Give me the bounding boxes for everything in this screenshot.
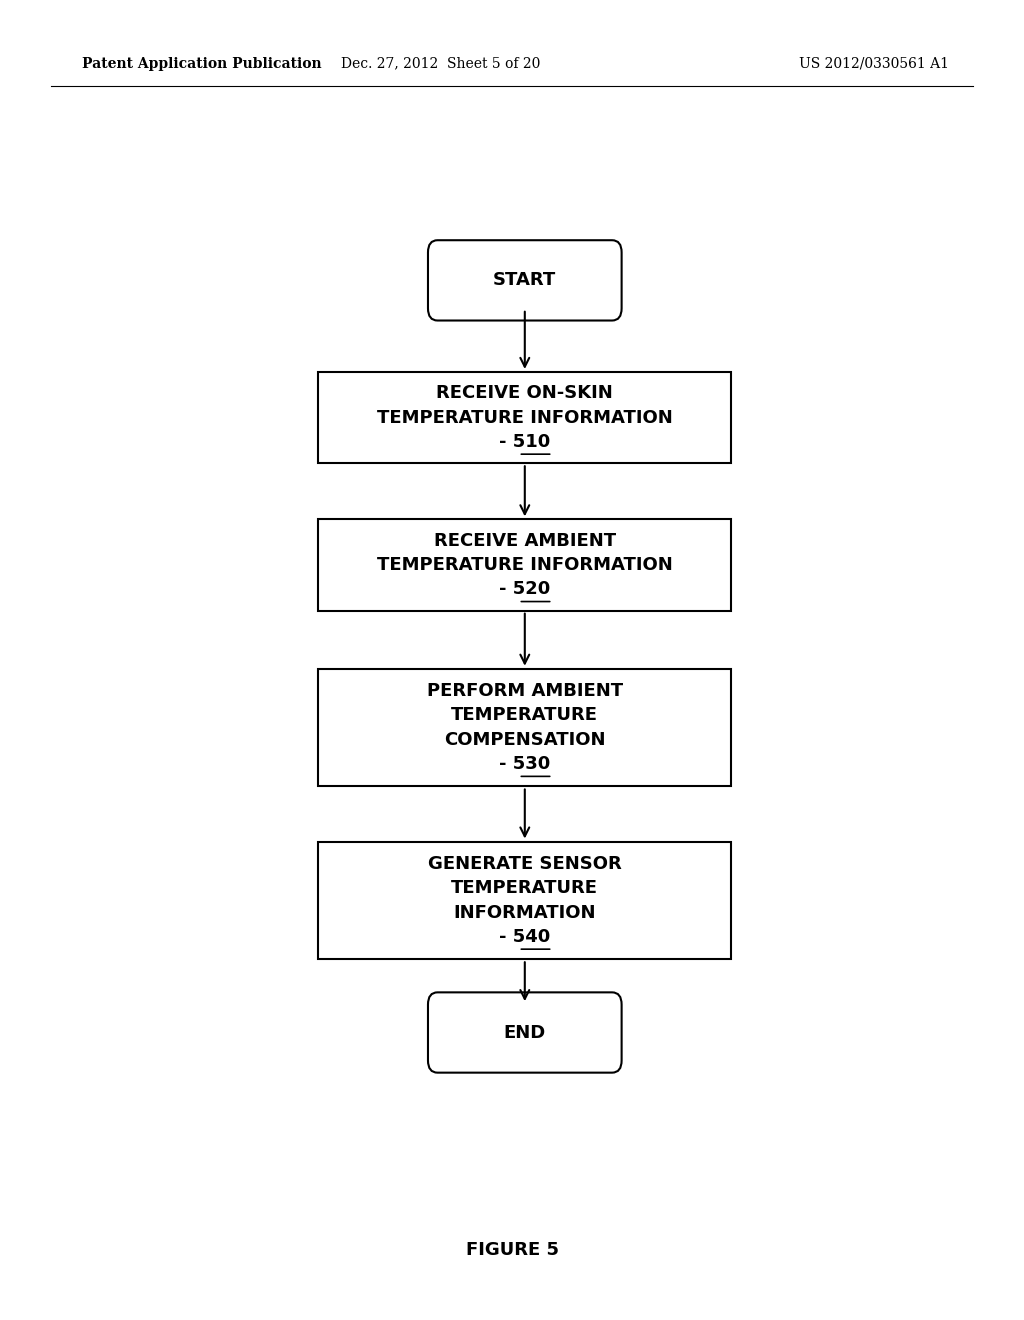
Text: - 540: - 540 — [499, 928, 551, 946]
Text: COMPENSATION: COMPENSATION — [444, 731, 605, 748]
Bar — [318, 519, 731, 611]
Text: TEMPERATURE: TEMPERATURE — [452, 706, 598, 725]
Bar — [318, 842, 731, 958]
Text: - 530: - 530 — [499, 755, 551, 774]
Text: INFORMATION: INFORMATION — [454, 904, 596, 921]
Text: TEMPERATURE: TEMPERATURE — [452, 879, 598, 898]
Text: END: END — [504, 1023, 546, 1041]
Text: PERFORM AMBIENT: PERFORM AMBIENT — [427, 682, 623, 700]
FancyBboxPatch shape — [428, 993, 622, 1073]
Text: - 520: - 520 — [499, 581, 551, 598]
FancyBboxPatch shape — [428, 240, 622, 321]
Text: Dec. 27, 2012  Sheet 5 of 20: Dec. 27, 2012 Sheet 5 of 20 — [341, 57, 540, 71]
Bar — [318, 372, 731, 463]
Text: Patent Application Publication: Patent Application Publication — [82, 57, 322, 71]
Text: GENERATE SENSOR: GENERATE SENSOR — [428, 855, 622, 873]
Text: START: START — [494, 272, 556, 289]
Text: TEMPERATURE INFORMATION: TEMPERATURE INFORMATION — [377, 409, 673, 426]
Text: TEMPERATURE INFORMATION: TEMPERATURE INFORMATION — [377, 556, 673, 574]
Bar — [318, 669, 731, 785]
Text: US 2012/0330561 A1: US 2012/0330561 A1 — [799, 57, 948, 71]
Text: RECEIVE AMBIENT: RECEIVE AMBIENT — [434, 532, 615, 549]
Text: RECEIVE ON-SKIN: RECEIVE ON-SKIN — [436, 384, 613, 403]
Text: - 510: - 510 — [499, 433, 551, 451]
Text: FIGURE 5: FIGURE 5 — [466, 1241, 558, 1259]
